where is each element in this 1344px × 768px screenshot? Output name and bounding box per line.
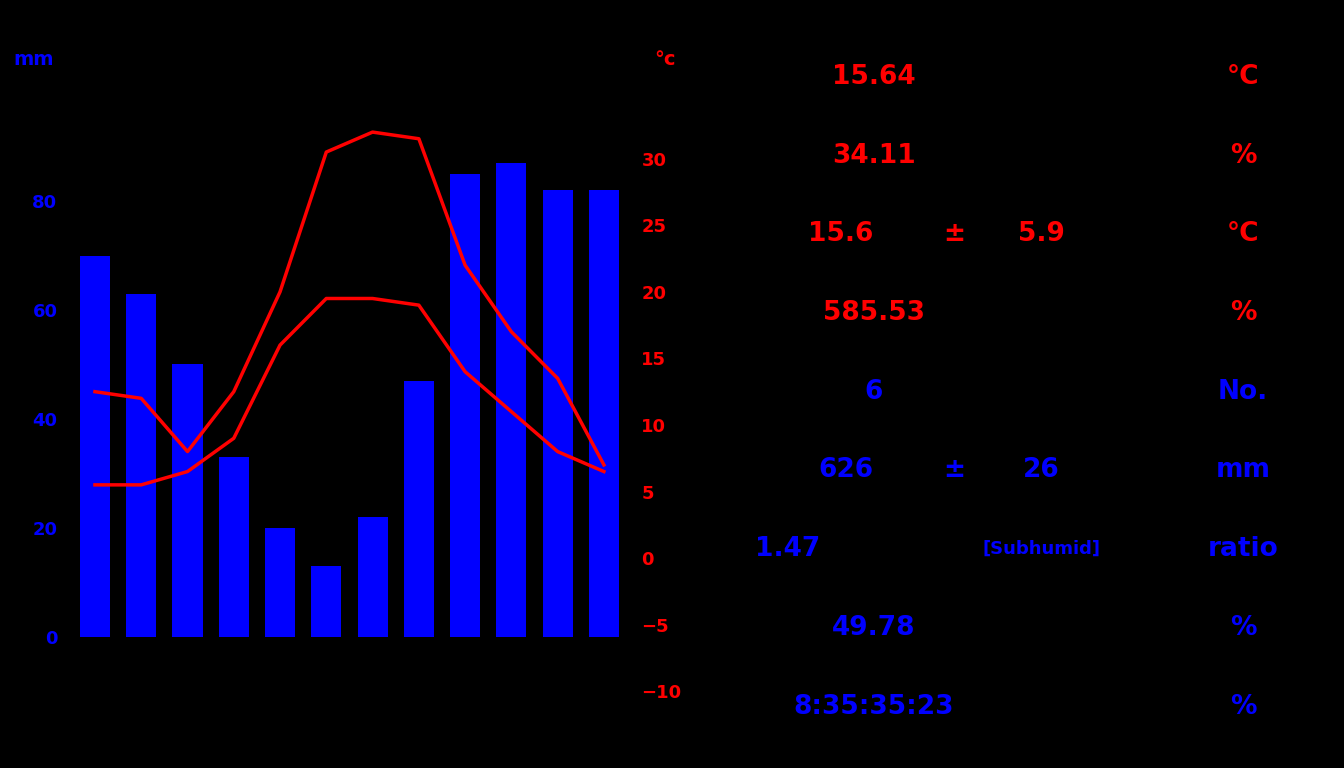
Bar xyxy=(172,365,203,637)
Bar xyxy=(358,517,387,637)
Text: ±: ± xyxy=(943,221,965,247)
Bar xyxy=(126,293,156,637)
Text: 6: 6 xyxy=(864,379,883,405)
Text: °c: °c xyxy=(655,50,676,69)
Text: %: % xyxy=(1230,143,1257,168)
Text: No.: No. xyxy=(1218,379,1269,405)
Bar xyxy=(496,163,527,637)
Text: mm: mm xyxy=(1216,458,1270,483)
Text: 626: 626 xyxy=(818,458,874,483)
Text: °C: °C xyxy=(1227,221,1259,247)
Bar xyxy=(79,256,110,637)
Text: ratio: ratio xyxy=(1208,536,1278,562)
Text: 26: 26 xyxy=(1023,458,1060,483)
Text: 585.53: 585.53 xyxy=(823,300,925,326)
Text: °C: °C xyxy=(1227,64,1259,90)
Text: ±: ± xyxy=(943,458,965,483)
Text: %: % xyxy=(1230,694,1257,720)
Text: %: % xyxy=(1230,615,1257,641)
Text: 49.78: 49.78 xyxy=(832,615,915,641)
Bar xyxy=(312,566,341,637)
Bar xyxy=(450,174,480,637)
Bar xyxy=(403,381,434,637)
Text: [Subhumid]: [Subhumid] xyxy=(982,540,1101,558)
Bar xyxy=(589,190,620,637)
Text: 1.47: 1.47 xyxy=(754,536,820,562)
Text: %: % xyxy=(1230,300,1257,326)
Text: 8:35:35:23: 8:35:35:23 xyxy=(793,694,954,720)
Text: 15.64: 15.64 xyxy=(832,64,915,90)
Text: 34.11: 34.11 xyxy=(832,143,915,168)
Text: 15.6: 15.6 xyxy=(808,221,874,247)
Bar xyxy=(219,457,249,637)
Text: 5.9: 5.9 xyxy=(1019,221,1064,247)
Text: mm: mm xyxy=(13,50,54,69)
Bar xyxy=(543,190,573,637)
Bar xyxy=(265,528,296,637)
